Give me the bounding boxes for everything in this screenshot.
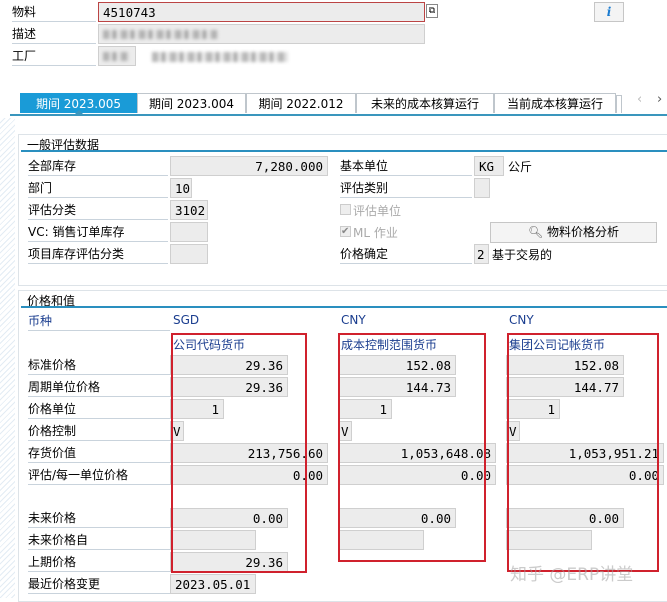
valuation-per-unit-field: 0.00 (170, 465, 328, 485)
base-unit-text: 公斤 (508, 160, 533, 174)
tab-4[interactable]: 当前成本核算运行 (494, 93, 616, 113)
highlight-box (507, 333, 659, 572)
price-unit-field: 1 (338, 399, 392, 419)
copy-icon[interactable]: ⧉ (426, 4, 438, 18)
base-unit-label: 基本单位 (340, 156, 472, 176)
inventory-value-field: 1,053,951.21 (506, 443, 664, 463)
project-stock-class-label: 项目库存评估分类 (28, 244, 168, 264)
price-row-label: 未来价格 (28, 508, 170, 528)
price-determination-field: 2 (474, 244, 489, 264)
info-button[interactable]: i (594, 2, 624, 22)
total-stock-field: 7,280.000 (170, 156, 328, 176)
periodic-unit-price-field: 144.77 (506, 377, 624, 397)
highlight-box (338, 333, 486, 562)
valuation-unit-label: 评估单位 (353, 204, 402, 218)
price-row-label: 价格单位 (28, 399, 170, 419)
currency-code: SGD (173, 313, 200, 327)
currency-type: 集团公司记帐货币 (509, 338, 606, 352)
valuation-class-label: 评估分类 (28, 200, 168, 220)
price-row-label: 价格控制 (28, 421, 170, 441)
future-price-field[interactable]: 0.00 (338, 508, 456, 528)
total-stock-label: 全部库存 (28, 156, 168, 176)
price-determination-text: 基于交易的 (492, 248, 553, 262)
left-decoration (0, 118, 15, 598)
tab-1[interactable]: 期间 2023.004 (137, 93, 246, 113)
periodic-unit-price-field: 144.73 (338, 377, 456, 397)
currency-code: CNY (509, 313, 534, 327)
inventory-value-field: 1,053,648.08 (338, 443, 496, 463)
valuation-category-label: 评估类别 (340, 178, 472, 198)
description-label: 描述 (12, 24, 96, 44)
tab-2[interactable]: 期间 2022.012 (246, 93, 356, 113)
price-control-field[interactable]: V (170, 421, 184, 441)
standard-price-field: 29.36 (170, 355, 288, 375)
description-field (98, 24, 425, 44)
tab-scroll-right-icon[interactable]: › (657, 92, 663, 107)
plant-label: 工厂 (12, 46, 96, 66)
currency-type: 公司代码货币 (173, 338, 246, 352)
valuation-per-unit-field: 0.00 (506, 465, 664, 485)
tab-scroll-left-icon[interactable]: ‹ (637, 92, 643, 107)
price-row-label: 周期单位价格 (28, 377, 170, 397)
division-field: 10 (170, 178, 192, 198)
price-row-label: 未来价格自 (28, 530, 170, 550)
future-price-from-field[interactable] (170, 530, 256, 550)
price-row-label: 存货价值 (28, 443, 170, 463)
valuation-per-unit-field: 0.00 (338, 465, 496, 485)
material-input[interactable]: 4510743 (98, 2, 425, 22)
price-row-label: 评估/每一单位价格 (28, 465, 170, 485)
project-stock-class-field (170, 244, 208, 264)
vc-sales-order-stock-field (170, 222, 208, 242)
search-money-icon: 🔍︎ (527, 225, 544, 239)
periodic-unit-price-field: 29.36 (170, 377, 288, 397)
analysis-button-label: 物料价格分析 (547, 225, 620, 239)
future-price-field[interactable]: 0.00 (506, 508, 624, 528)
tab-overflow-stub (616, 95, 622, 113)
ml-checkbox[interactable]: ✔ (340, 226, 351, 237)
material-label: 物料 (12, 2, 96, 22)
tab-0[interactable]: 期间 2023.005 (20, 93, 137, 113)
price-unit-field: 1 (506, 399, 560, 419)
future-price-field[interactable]: 0.00 (170, 508, 288, 528)
highlight-box (171, 333, 307, 573)
currency-code: CNY (341, 313, 366, 327)
currency-type: 成本控制范围货币 (341, 338, 438, 352)
price-row-label: 标准价格 (28, 355, 170, 375)
valuation-unit-checkbox[interactable] (340, 204, 351, 215)
material-price-analysis-button[interactable]: 🔍︎ 物料价格分析 (490, 222, 657, 243)
valuation-category-field (474, 178, 490, 198)
inventory-value-field: 213,756.60 (170, 443, 328, 463)
plant-field[interactable] (98, 46, 136, 66)
price-unit-field: 1 (170, 399, 224, 419)
price-row-label: 最近价格变更 (28, 574, 170, 594)
future-price-from-field[interactable] (506, 530, 592, 550)
plant-description (152, 52, 288, 62)
price-control-field[interactable]: V (506, 421, 520, 441)
division-label: 部门 (28, 178, 168, 198)
group-title: 价格和值 (27, 294, 76, 308)
last-price-change-field: 2023.05.01 (170, 574, 256, 594)
vc-sales-order-stock-label: VC: 销售订单库存 (28, 222, 168, 242)
price-row-label: 上期价格 (28, 552, 170, 572)
ml-label: ML 作业 (353, 226, 398, 240)
active-tab-pointer (74, 110, 84, 115)
standard-price-field: 152.08 (506, 355, 624, 375)
tab-3[interactable]: 未来的成本核算运行 (356, 93, 494, 113)
base-unit-field: KG (474, 156, 504, 176)
price-determination-label: 价格确定 (340, 244, 472, 264)
group-title: 一般评估数据 (27, 138, 100, 152)
watermark: 知乎 @ERP讲堂 (510, 565, 634, 585)
tab-underline (10, 114, 667, 116)
valuation-class-field: 3102 (170, 200, 208, 220)
currency-label: 币种 (28, 311, 170, 331)
